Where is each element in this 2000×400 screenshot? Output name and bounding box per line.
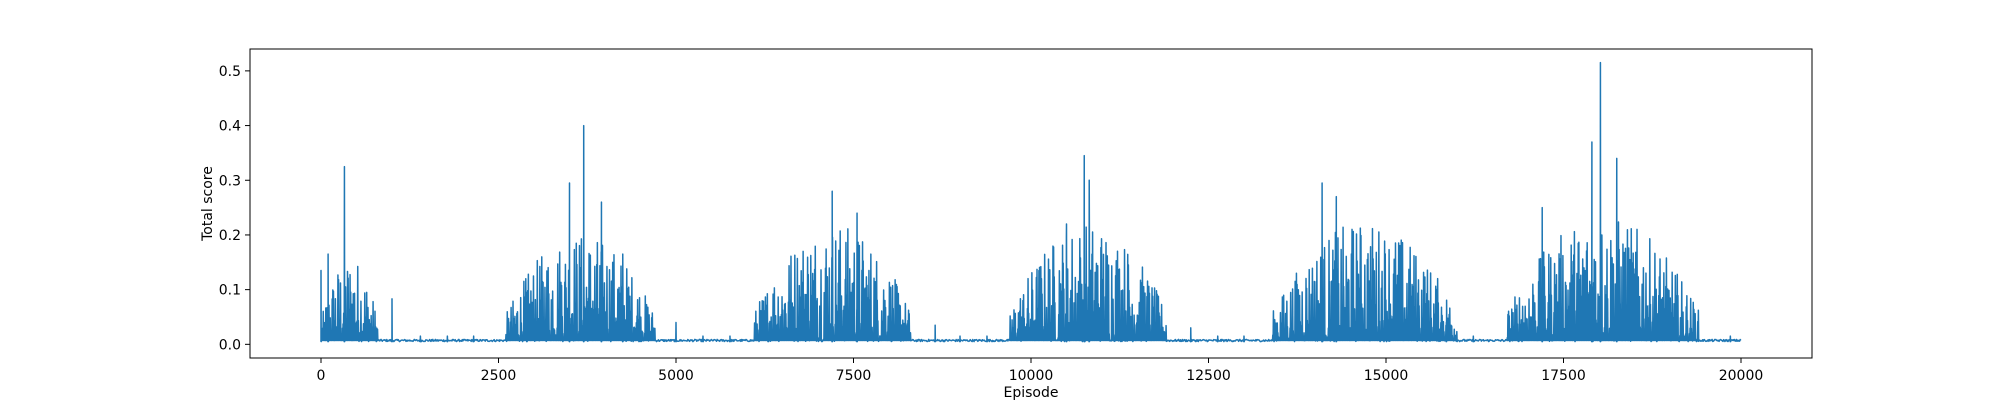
score-line xyxy=(320,61,1742,343)
x-tick-label: 20000 xyxy=(1719,368,1764,384)
x-tick-label: 0 xyxy=(317,368,326,384)
y-tick-label: 0.2 xyxy=(219,228,241,244)
x-axis-label: Episode xyxy=(1004,385,1059,400)
x-tick-label: 2500 xyxy=(481,368,517,384)
x-tick-label: 15000 xyxy=(1364,368,1409,384)
y-tick-label: 0.4 xyxy=(219,119,241,135)
x-axis: 0 2500 5000 7500 10000 12500 15000 17500 20000 xyxy=(317,358,1764,384)
x-tick-label: 5000 xyxy=(658,368,694,384)
y-tick-label: 0.1 xyxy=(219,283,241,299)
x-tick-label: 7500 xyxy=(836,368,872,384)
y-axis: 0.0 0.1 0.2 0.3 0.4 0.5 xyxy=(219,64,250,353)
x-tick-label: 10000 xyxy=(1009,368,1054,384)
x-tick-label: 17500 xyxy=(1541,368,1586,384)
y-axis-label: Total score xyxy=(200,166,216,242)
y-tick-label: 0.5 xyxy=(219,64,241,80)
y-tick-label: 0.0 xyxy=(219,337,241,353)
x-tick-label: 12500 xyxy=(1186,368,1231,384)
y-tick-label: 0.3 xyxy=(219,173,241,189)
